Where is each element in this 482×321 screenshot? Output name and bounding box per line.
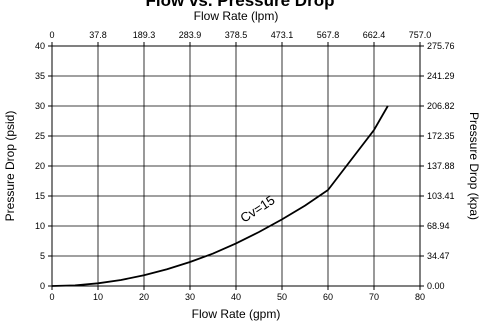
x-tick-label: 70 [369,292,379,302]
y2-tick-label: 275.76 [427,41,455,51]
cv-annotation: Cv=15 [237,192,277,225]
y-tick-label: 20 [35,161,45,171]
x-tick-label: 50 [277,292,287,302]
y-axis-title: Pressure Drop (psid) [3,111,17,222]
series-layer [51,105,389,287]
y-tick-label: 0 [40,281,45,291]
y-tick-label: 40 [35,41,45,51]
y-tick-label: 10 [35,221,45,231]
x-tick-label: 40 [231,292,241,302]
x2-axis-title: Flow Rate (lpm) [194,9,279,23]
x2-tick-label: 283.9 [179,30,202,40]
x2-tick-label: 378.5 [225,30,248,40]
y2-axis-title: Pressure Drop (kpa) [467,112,481,220]
y-tick-label: 30 [35,101,45,111]
y2-tick-label: 0.00 [427,281,445,291]
x2-tick-label: 0 [49,30,54,40]
y2-tick-label: 137.88 [427,161,455,171]
y-tick-label: 25 [35,131,45,141]
pressure-drop-curve [51,105,389,287]
x2-tick-label: 567.8 [317,30,340,40]
y2-tick-label: 103.41 [427,191,455,201]
y2-tick-label: 241.29 [427,71,455,81]
x2-tick-label: 473.1 [271,30,294,40]
tick-layer: 001037.820189.330283.940378.550473.16056… [35,30,455,302]
grid-layer [52,46,420,286]
plot-frame [51,45,421,287]
y-tick-label: 35 [35,71,45,81]
x2-tick-label: 37.8 [89,30,107,40]
x-tick-label: 10 [93,292,103,302]
x2-tick-label: 757.0 [409,30,432,40]
x-tick-label: 80 [415,292,425,302]
x-tick-label: 30 [185,292,195,302]
y-tick-label: 5 [40,251,45,261]
y2-tick-label: 172.35 [427,131,455,141]
x2-tick-label: 662.4 [363,30,386,40]
x2-tick-label: 189.3 [133,30,156,40]
y-tick-label: 15 [35,191,45,201]
y2-tick-label: 34.47 [427,251,450,261]
chart-title: Flow vs. Pressure Drop [146,0,335,10]
x-axis-title: Flow Rate (gpm) [192,307,281,321]
x-tick-label: 0 [49,292,54,302]
x-tick-label: 60 [323,292,333,302]
y2-tick-label: 68.94 [427,221,450,231]
x-tick-label: 20 [139,292,149,302]
y2-tick-label: 206.82 [427,101,455,111]
